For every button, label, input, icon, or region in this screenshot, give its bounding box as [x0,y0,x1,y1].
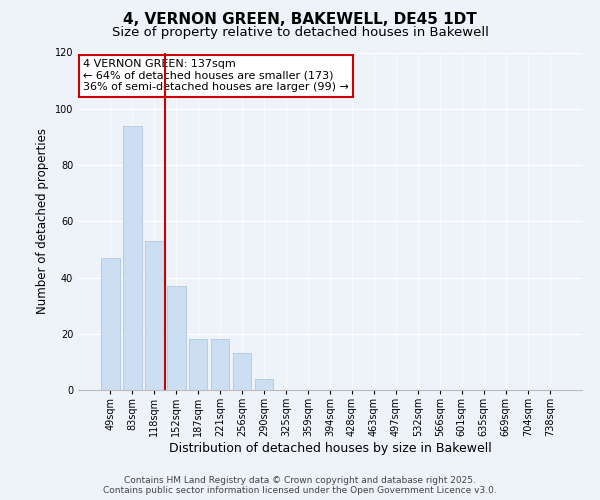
Text: 4 VERNON GREEN: 137sqm
← 64% of detached houses are smaller (173)
36% of semi-de: 4 VERNON GREEN: 137sqm ← 64% of detached… [83,59,349,92]
Bar [145,241,164,390]
Bar [255,379,274,390]
X-axis label: Distribution of detached houses by size in Bakewell: Distribution of detached houses by size … [169,442,491,455]
Y-axis label: Number of detached properties: Number of detached properties [36,128,49,314]
Text: 4, VERNON GREEN, BAKEWELL, DE45 1DT: 4, VERNON GREEN, BAKEWELL, DE45 1DT [123,12,477,28]
Text: Size of property relative to detached houses in Bakewell: Size of property relative to detached ho… [112,26,488,39]
Bar [233,354,251,390]
Bar [167,286,185,390]
Bar [189,340,208,390]
Bar [211,340,229,390]
Text: Contains HM Land Registry data © Crown copyright and database right 2025.
Contai: Contains HM Land Registry data © Crown c… [103,476,497,495]
Bar [101,258,119,390]
Bar [123,126,142,390]
